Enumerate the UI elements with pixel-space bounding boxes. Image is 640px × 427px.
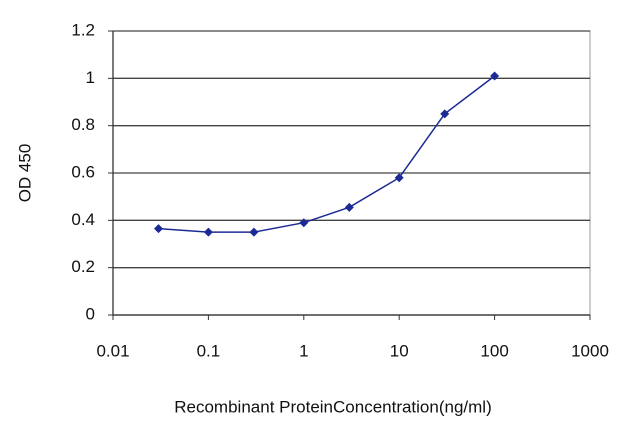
x-tick-label: 0.01 — [96, 341, 129, 360]
data-line — [158, 75, 496, 233]
data-point — [344, 202, 354, 212]
x-tick-label: 1000 — [571, 341, 609, 360]
x-tick-label: 100 — [480, 341, 508, 360]
data-point — [249, 227, 259, 237]
y-tick-label: 0.4 — [71, 210, 95, 229]
y-tick-label: 0 — [86, 304, 95, 323]
y-tick-label: 0.2 — [71, 257, 95, 276]
data-point — [299, 218, 309, 228]
data-point — [490, 71, 500, 81]
x-axis-title: Recombinant ProteinConcentration(ng/ml) — [174, 397, 492, 416]
y-axis-title: OD 450 — [15, 144, 34, 203]
y-tick-label: 0.8 — [71, 115, 95, 134]
y-tick-label: 1.2 — [71, 20, 95, 39]
data-point — [440, 109, 450, 119]
x-tick-label: 1 — [299, 341, 308, 360]
x-tick-label: 0.1 — [197, 341, 221, 360]
y-tick-label: 0.6 — [71, 162, 95, 181]
data-point — [394, 173, 404, 183]
data-point — [154, 224, 164, 234]
y-tick-label: 1 — [86, 68, 95, 87]
data-point — [203, 227, 213, 237]
x-tick-label: 10 — [390, 341, 409, 360]
